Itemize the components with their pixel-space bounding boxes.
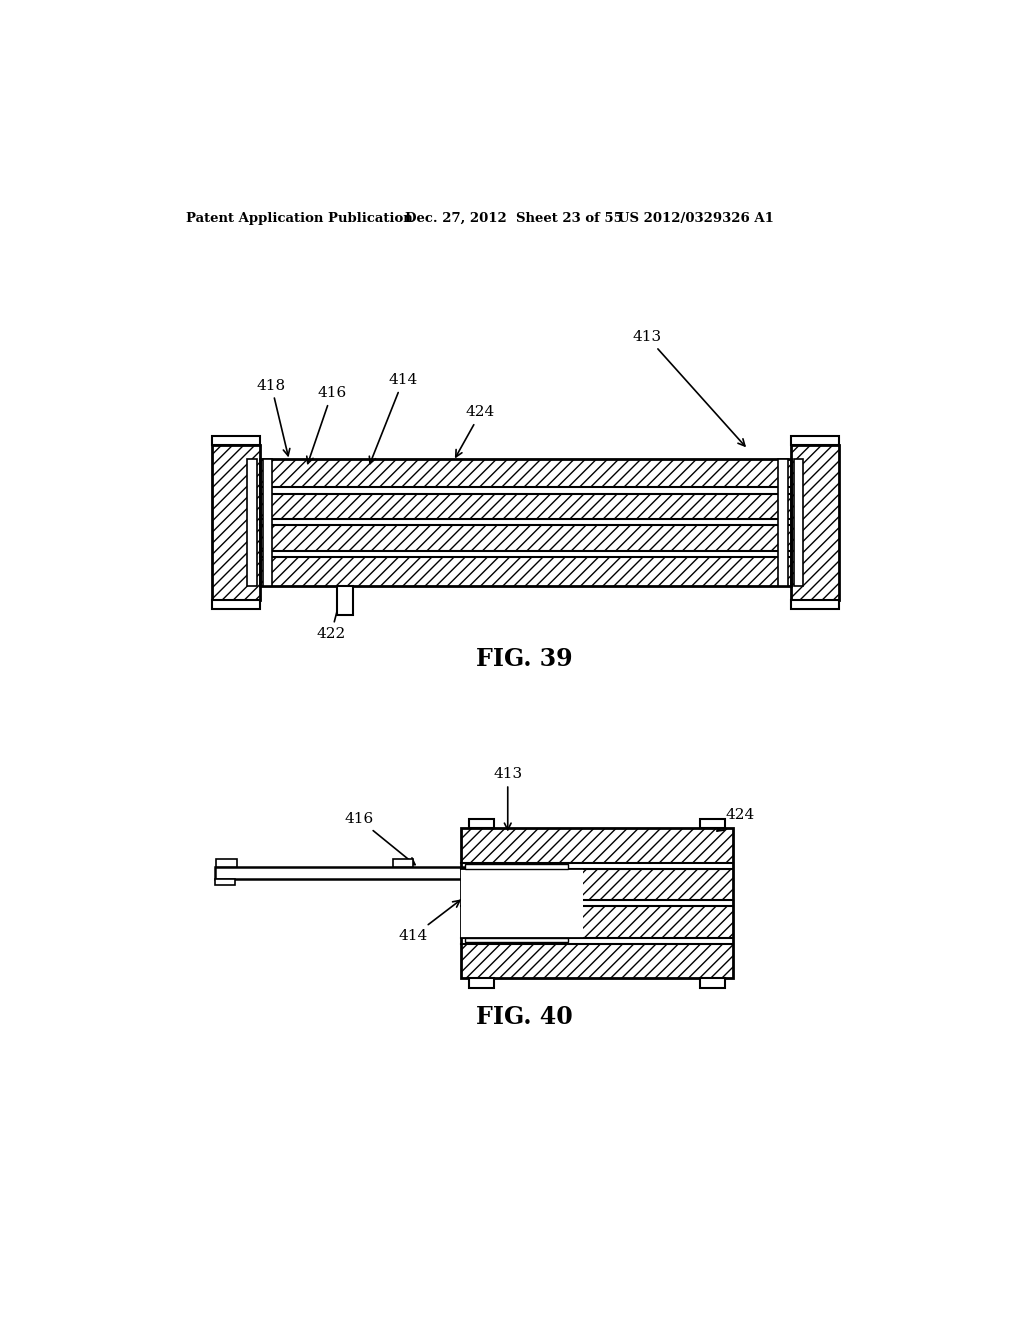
Text: US 2012/0329326 A1: US 2012/0329326 A1: [617, 213, 774, 224]
Bar: [263, 459, 272, 586]
Text: 418: 418: [257, 379, 290, 455]
Bar: [461, 829, 732, 978]
Bar: [791, 445, 839, 599]
Bar: [215, 879, 234, 886]
Bar: [260, 550, 791, 557]
Text: 422: 422: [316, 591, 346, 642]
Bar: [461, 829, 732, 866]
Text: 413: 413: [494, 767, 522, 830]
Bar: [212, 445, 260, 599]
Bar: [212, 445, 260, 599]
Bar: [260, 491, 791, 523]
Text: Patent Application Publication: Patent Application Publication: [186, 213, 413, 224]
Bar: [791, 436, 839, 445]
Text: Dec. 27, 2012  Sheet 23 of 55: Dec. 27, 2012 Sheet 23 of 55: [406, 213, 624, 224]
Bar: [215, 867, 502, 879]
Text: 424: 424: [717, 808, 755, 832]
Text: 414: 414: [370, 374, 418, 463]
Bar: [260, 554, 791, 586]
Bar: [337, 586, 352, 615]
Text: 414: 414: [398, 900, 460, 942]
Bar: [393, 859, 414, 867]
Bar: [469, 818, 494, 829]
Bar: [700, 978, 725, 987]
Bar: [794, 459, 803, 586]
Bar: [260, 459, 791, 586]
Bar: [461, 941, 732, 978]
Bar: [461, 869, 584, 937]
Bar: [791, 599, 839, 609]
Bar: [260, 487, 791, 494]
Bar: [461, 937, 732, 944]
Text: FIG. 40: FIG. 40: [476, 1005, 573, 1030]
Bar: [216, 859, 237, 867]
Bar: [461, 866, 732, 903]
Bar: [461, 863, 732, 869]
Bar: [260, 523, 791, 554]
Bar: [461, 903, 732, 941]
Bar: [212, 436, 260, 445]
Text: FIG. 39: FIG. 39: [476, 647, 573, 671]
Bar: [461, 900, 732, 907]
Bar: [248, 459, 257, 586]
Text: 424: 424: [456, 405, 496, 457]
Text: 416: 416: [307, 387, 346, 463]
Bar: [778, 459, 787, 586]
Bar: [469, 978, 494, 987]
Bar: [700, 818, 725, 829]
Bar: [260, 519, 791, 525]
Bar: [465, 937, 568, 942]
Bar: [260, 459, 791, 491]
Bar: [212, 599, 260, 609]
Bar: [465, 865, 568, 869]
Text: 413: 413: [633, 330, 744, 446]
Bar: [791, 445, 839, 599]
Text: 416: 416: [344, 812, 415, 865]
